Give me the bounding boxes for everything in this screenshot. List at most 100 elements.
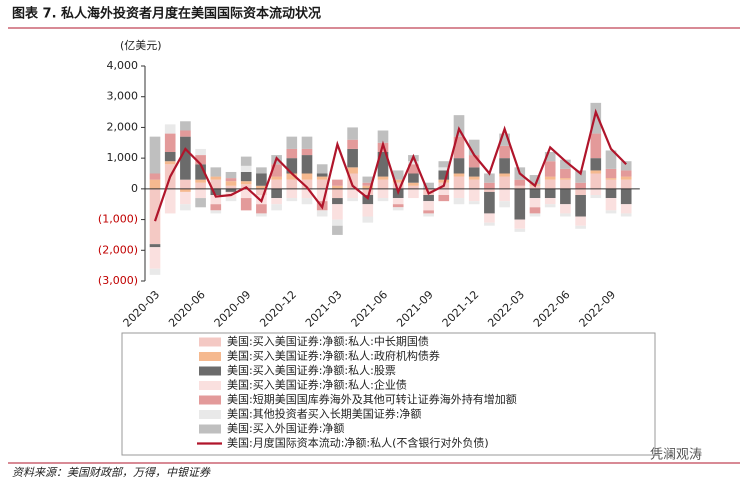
bar xyxy=(529,188,541,199)
bar xyxy=(423,195,434,202)
bar xyxy=(180,179,191,189)
bar xyxy=(210,188,222,195)
bar xyxy=(240,171,252,182)
bar xyxy=(468,167,480,177)
bar xyxy=(605,179,617,189)
bar xyxy=(499,188,510,202)
x-tick-label: 2022-09 xyxy=(577,288,619,330)
legend-swatch xyxy=(199,395,221,405)
bar xyxy=(256,185,267,189)
bar xyxy=(484,182,495,189)
bar xyxy=(286,136,298,149)
bar xyxy=(256,173,267,186)
bar xyxy=(180,188,191,192)
bar xyxy=(332,185,343,189)
bar xyxy=(575,225,586,229)
bar xyxy=(468,155,480,168)
bar xyxy=(575,195,586,217)
bar xyxy=(149,173,161,180)
bar xyxy=(408,182,419,186)
bar xyxy=(544,204,556,208)
legend-label: 美国:月度国际资本流动:净额:私人(不含银行对外负债) xyxy=(227,436,489,450)
x-tick-label: 2020-06 xyxy=(166,288,208,330)
bar xyxy=(301,198,313,205)
bar xyxy=(499,145,510,159)
bar xyxy=(240,165,252,172)
bar xyxy=(164,161,176,165)
bar xyxy=(392,170,404,180)
bar xyxy=(164,133,176,152)
bar xyxy=(256,204,267,214)
bar xyxy=(377,130,389,143)
bar xyxy=(225,185,237,189)
bar xyxy=(590,188,602,195)
y-tick-label: 2,000 xyxy=(107,120,139,133)
x-tick-label: 2021-09 xyxy=(394,288,436,330)
bar xyxy=(286,158,298,174)
bar xyxy=(408,173,419,183)
bar xyxy=(605,210,617,214)
bar xyxy=(180,204,191,211)
bar xyxy=(560,159,571,169)
bar xyxy=(499,133,510,146)
bar xyxy=(316,210,328,217)
bar xyxy=(575,188,586,195)
bar xyxy=(195,164,206,180)
bar xyxy=(195,179,206,183)
bar xyxy=(529,175,541,185)
bar xyxy=(332,219,343,226)
bar xyxy=(332,225,343,235)
bar xyxy=(438,195,450,202)
bar xyxy=(484,191,495,214)
bar xyxy=(347,127,358,140)
bar xyxy=(453,173,465,177)
bar xyxy=(408,161,419,165)
bar xyxy=(271,198,282,205)
bar xyxy=(377,176,389,180)
bar xyxy=(347,198,358,202)
y-tick-label: 3,000 xyxy=(107,90,139,103)
bar xyxy=(271,176,282,180)
bar xyxy=(544,179,556,189)
bar xyxy=(180,121,191,131)
bar xyxy=(225,181,237,186)
bar xyxy=(286,173,298,180)
bar xyxy=(362,216,374,223)
bar xyxy=(620,204,632,214)
x-tick-label: 2022-03 xyxy=(485,288,527,330)
bar xyxy=(544,188,556,199)
bar xyxy=(453,115,465,137)
bar xyxy=(408,164,419,174)
legend-swatch xyxy=(199,410,221,419)
bar xyxy=(240,198,252,211)
y-tick-label: (2,000) xyxy=(98,243,138,256)
bar xyxy=(468,188,480,202)
bar xyxy=(590,173,602,189)
bar xyxy=(438,161,450,168)
bar xyxy=(453,136,465,159)
bar xyxy=(514,219,526,229)
bar xyxy=(514,188,526,220)
bar xyxy=(392,204,404,208)
bar xyxy=(164,188,176,214)
bar xyxy=(620,161,632,171)
bar xyxy=(453,188,465,199)
bar xyxy=(332,188,343,199)
bar xyxy=(438,179,450,183)
bar xyxy=(332,179,343,186)
bar xyxy=(210,204,222,211)
bar xyxy=(316,173,328,177)
bar xyxy=(499,158,510,174)
line xyxy=(153,108,627,222)
bar xyxy=(423,201,434,211)
bar xyxy=(225,171,237,179)
y-tick-label: (1,000) xyxy=(98,213,138,226)
bar xyxy=(377,179,389,189)
bar xyxy=(377,152,389,177)
bar xyxy=(590,133,602,159)
bar xyxy=(271,188,282,199)
legend-swatch xyxy=(199,424,221,434)
y-tick-label: (3,000) xyxy=(98,274,138,287)
bar xyxy=(195,182,206,189)
